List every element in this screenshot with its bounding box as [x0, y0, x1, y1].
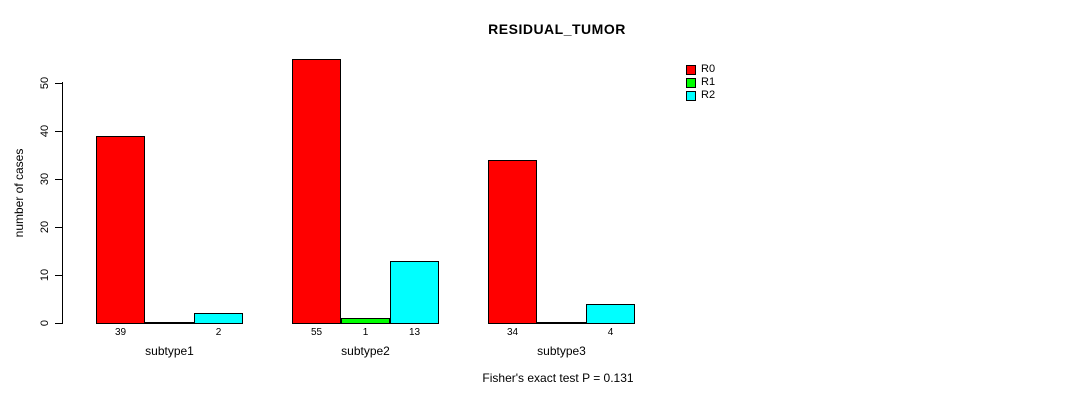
bar-value-label: 4 [607, 327, 614, 338]
legend-item-r2: R2 [686, 89, 715, 102]
y-tick-label: 30 [39, 172, 51, 186]
legend-item-r0: R0 [686, 63, 715, 76]
legend-swatch-r0 [686, 64, 696, 75]
y-tick-label: 40 [39, 124, 51, 138]
legend-item-r1: R1 [686, 76, 715, 89]
legend-swatch-r1 [686, 77, 696, 88]
bar-value-label: 39 [114, 327, 127, 338]
y-tick [55, 227, 63, 228]
y-axis-line [62, 82, 63, 324]
category-label-subtype2: subtype2 [341, 344, 390, 358]
legend-label: R1 [701, 76, 716, 88]
bar-r0-subtype1 [96, 136, 145, 324]
bar-r0-subtype2 [292, 59, 341, 324]
bar-r2-subtype2 [390, 261, 439, 324]
legend-label: R2 [701, 89, 716, 101]
y-tick-label: 0 [39, 319, 51, 327]
category-label-subtype3: subtype3 [537, 344, 586, 358]
y-tick [55, 275, 63, 276]
bar-value-label: 13 [408, 327, 421, 338]
legend: R0 R1 R2 [686, 63, 715, 102]
y-tick [55, 323, 63, 324]
annotation-fishers-test: Fisher's exact test P = 0.131 [482, 371, 634, 385]
category-label-subtype1: subtype1 [145, 344, 194, 358]
y-tick [55, 83, 63, 84]
bar-r1-subtype3 [537, 322, 586, 324]
bar-value-label: 55 [310, 327, 323, 338]
bar-r1-subtype1 [145, 322, 194, 324]
bar-r0-subtype3 [488, 160, 537, 324]
legend-swatch-r2 [686, 90, 696, 101]
bar-r1-subtype2 [341, 318, 390, 324]
bar-value-label: 34 [506, 327, 519, 338]
y-tick-label: 10 [39, 268, 51, 282]
y-tick-label: 20 [39, 220, 51, 234]
bar-r2-subtype1 [194, 313, 243, 324]
y-tick [55, 131, 63, 132]
chart-title: RESIDUAL_TUMOR [488, 21, 626, 37]
legend-label: R0 [701, 63, 716, 75]
bar-value-label: 1 [362, 327, 369, 338]
bar-value-label: 2 [215, 327, 222, 338]
bar-r2-subtype3 [586, 304, 635, 324]
y-axis-label: number of cases [12, 148, 26, 238]
y-tick-label: 50 [39, 76, 51, 90]
y-tick [55, 179, 63, 180]
